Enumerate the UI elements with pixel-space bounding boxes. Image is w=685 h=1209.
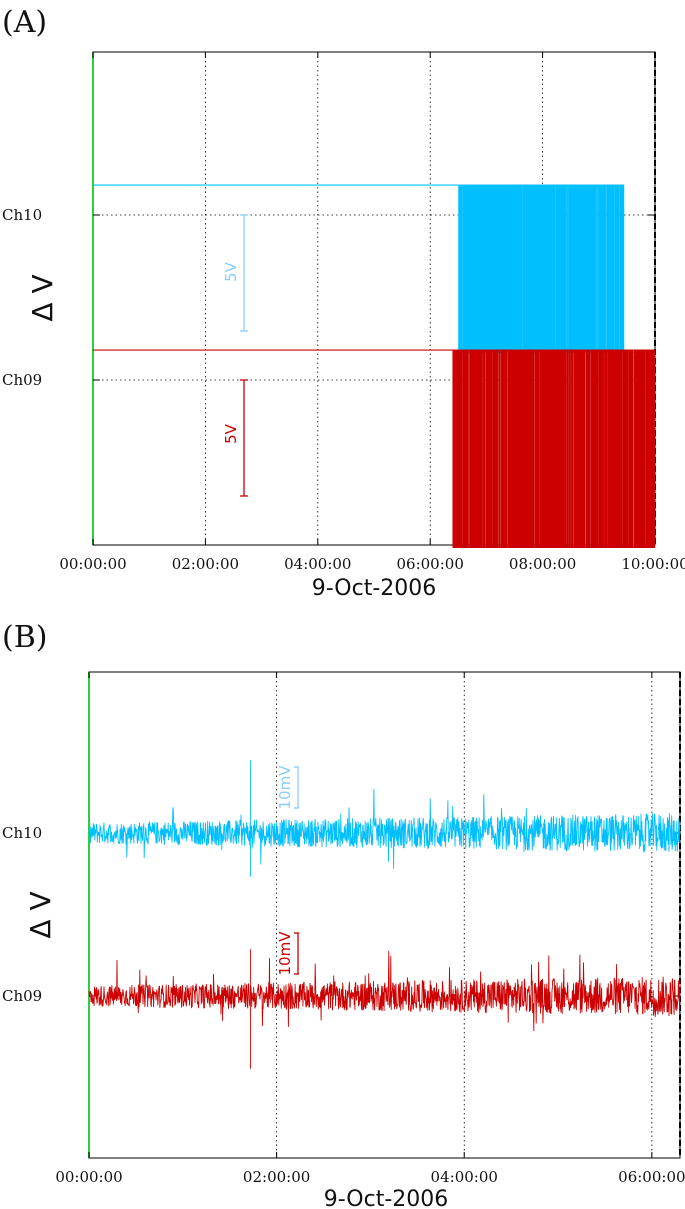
scale-bar-label: 10mV (276, 765, 294, 810)
x-tick-label: 10:00:00 (621, 555, 685, 573)
x-axis-title: 9-Oct-2006 (312, 576, 437, 601)
y-axis-title: Δ V (26, 274, 59, 321)
panel-b: (B) 00:00:00 02:00:00 04:00:00 06:00:00 9-Oct… (2, 620, 685, 1209)
x-tick-label: 04:00:00 (284, 555, 351, 573)
y-axis-title: Δ V (24, 891, 57, 938)
x-axis-title: 9-Oct-2006 (324, 1187, 449, 1209)
channel-label: Ch09 (2, 371, 42, 389)
scale-bar-label: 5V (222, 423, 240, 444)
x-tick-label: 06:00:00 (397, 555, 464, 573)
x-tick-label: 06:00:00 (618, 1168, 685, 1186)
panel-label: (B) (2, 620, 47, 655)
channel-label: Ch10 (2, 824, 42, 842)
x-tick-label: 08:00:00 (509, 555, 576, 573)
series-line-ch10 (88, 760, 681, 877)
channel-label: Ch09 (2, 987, 42, 1005)
x-tick-label: 02:00:00 (243, 1168, 310, 1186)
x-tick-label: 04:00:00 (431, 1168, 498, 1186)
panel-a: (A) 00:00:00 02:00:00 04:00:00 06:00:00 08:00… (2, 5, 685, 601)
x-tick-label: 00:00:00 (55, 1168, 122, 1186)
series-line-ch10 (93, 184, 655, 354)
channel-label: Ch10 (2, 206, 42, 224)
plot-frame (88, 671, 681, 1159)
scale-bar-label: 10mV (276, 931, 294, 976)
scale-bar-label: 5V (222, 261, 240, 282)
panel-label: (A) (2, 5, 47, 40)
x-tick-label: 02:00:00 (172, 555, 239, 573)
series-line-ch09 (93, 349, 656, 548)
series-line-ch09 (88, 949, 681, 1069)
x-tick-label: 00:00:00 (59, 555, 126, 573)
